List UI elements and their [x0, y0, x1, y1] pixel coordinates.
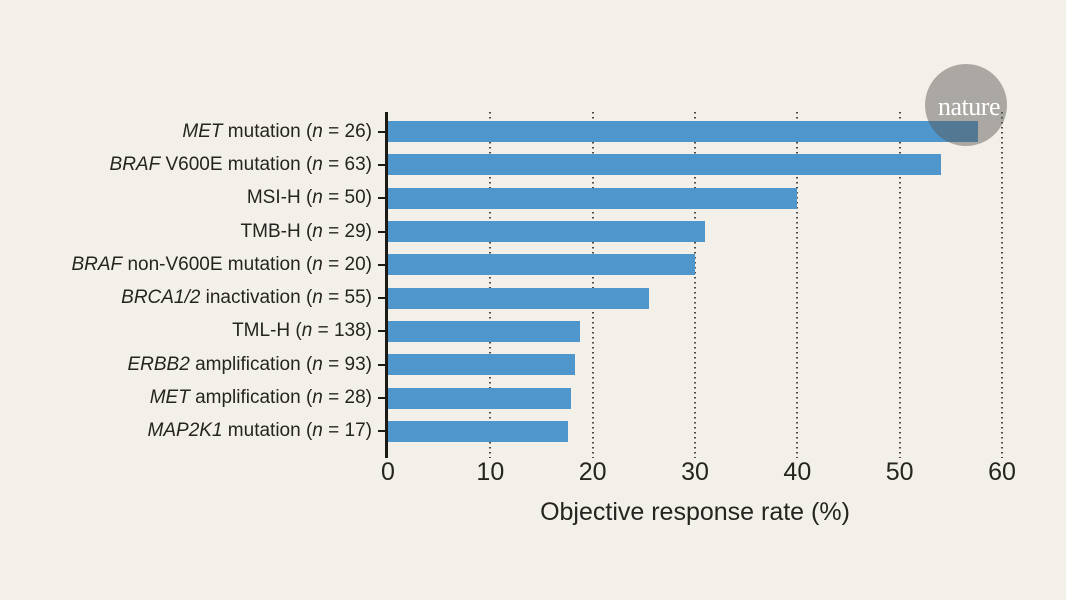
label-italic-segment: BRAF [109, 153, 161, 175]
bar-row-2 [388, 187, 798, 209]
label-segment: = 26) [322, 120, 372, 142]
label-segment: = 93) [322, 353, 372, 375]
label-italic-segment: n [312, 353, 323, 375]
label-segment: TML-H ( [232, 320, 302, 342]
label-segment: mutation ( [222, 120, 313, 142]
label-segment: = 28) [322, 387, 372, 409]
x-tick-label-50: 50 [885, 458, 914, 486]
y-tick-row-6 [378, 330, 385, 333]
gridline-50 [898, 112, 901, 458]
category-label: TML-H (n = 138) [0, 318, 372, 344]
bar-row-1 [388, 154, 941, 176]
plot-area [378, 112, 1003, 458]
label-italic-segment: BRCA1/2 [121, 287, 201, 309]
y-axis-line [385, 112, 388, 458]
label-segment: = 20) [322, 253, 372, 275]
bar-row-3 [388, 221, 706, 243]
label-segment: = 63) [322, 153, 372, 175]
y-tick-row-2 [378, 197, 385, 200]
x-tick-label-0: 0 [381, 458, 395, 486]
y-tick-row-0 [378, 130, 385, 133]
y-tick-row-9 [378, 430, 385, 433]
y-tick-row-5 [378, 297, 385, 300]
x-tick-label-60: 60 [988, 458, 1016, 486]
x-tick-label-30: 30 [681, 458, 709, 486]
label-segment: = 138) [312, 320, 372, 342]
category-label: MSI-H (n = 50) [0, 185, 372, 211]
label-italic-segment: ERBB2 [127, 353, 190, 375]
category-label: ERBB2 amplification (n = 93) [0, 352, 372, 378]
label-italic-segment: n [312, 187, 323, 209]
label-italic-segment: MET [182, 120, 223, 142]
label-segment: amplification ( [189, 387, 313, 409]
label-italic-segment: n [312, 120, 323, 142]
x-tick-label-40: 40 [783, 458, 812, 486]
gridline-60 [1001, 112, 1003, 458]
label-italic-segment: n [301, 320, 313, 342]
label-segment: = 50) [322, 187, 372, 209]
label-italic-segment: n [312, 420, 323, 442]
label-segment: inactivation ( [200, 287, 313, 309]
x-tick-label-20: 20 [578, 458, 607, 486]
label-italic-segment: n [312, 220, 323, 242]
y-tick-row-1 [378, 163, 385, 166]
label-segment: = 17) [322, 420, 372, 442]
gridline-20 [591, 112, 594, 458]
bar-row-9 [388, 420, 569, 442]
nature-logo-text: nature [938, 92, 1000, 121]
label-italic-segment: n [312, 253, 323, 275]
y-tick-row-4 [378, 263, 385, 266]
label-segment: = 29) [322, 220, 372, 242]
bar-row-5 [388, 287, 649, 309]
bar-row-4 [388, 254, 695, 276]
label-italic-segment: BRAF [71, 253, 123, 275]
category-label: TMB-H (n = 29) [0, 219, 372, 245]
bar-row-0 [388, 121, 979, 143]
gridline-10 [489, 112, 492, 458]
category-label: MET amplification (n = 28) [0, 385, 372, 411]
bar-row-8 [388, 387, 572, 409]
bar-row-7 [388, 354, 576, 376]
label-segment: non-V600E mutation ( [122, 253, 313, 275]
category-label: MET mutation (n = 26) [0, 119, 372, 145]
category-label: BRCA1/2 inactivation (n = 55) [0, 285, 372, 311]
bar-row-6 [388, 320, 581, 342]
category-label: BRAF non-V600E mutation (n = 20) [0, 252, 372, 278]
x-axis-label: Objective response rate (%) [540, 498, 850, 526]
label-segment: amplification ( [189, 353, 313, 375]
label-segment: V600E mutation ( [160, 153, 313, 175]
label-italic-segment: MET [149, 387, 190, 409]
label-segment: MSI-H ( [246, 187, 313, 209]
label-italic-segment: n [312, 153, 323, 175]
label-segment: mutation ( [222, 420, 313, 442]
category-label: BRAF V600E mutation (n = 63) [0, 152, 372, 178]
y-tick-row-3 [378, 230, 385, 233]
nature-logo: nature [925, 64, 1007, 146]
y-tick-row-7 [378, 363, 385, 366]
label-italic-segment: n [312, 387, 323, 409]
label-segment: TMB-H ( [240, 220, 313, 242]
category-label: MAP2K1 mutation (n = 17) [0, 418, 372, 444]
label-segment: = 55) [322, 287, 372, 309]
label-italic-segment: MAP2K1 [147, 420, 223, 442]
y-tick-row-8 [378, 397, 385, 400]
gridline-30 [694, 112, 696, 458]
label-italic-segment: n [312, 287, 323, 309]
gridline-40 [796, 112, 799, 458]
x-tick-label-10: 10 [476, 458, 505, 486]
